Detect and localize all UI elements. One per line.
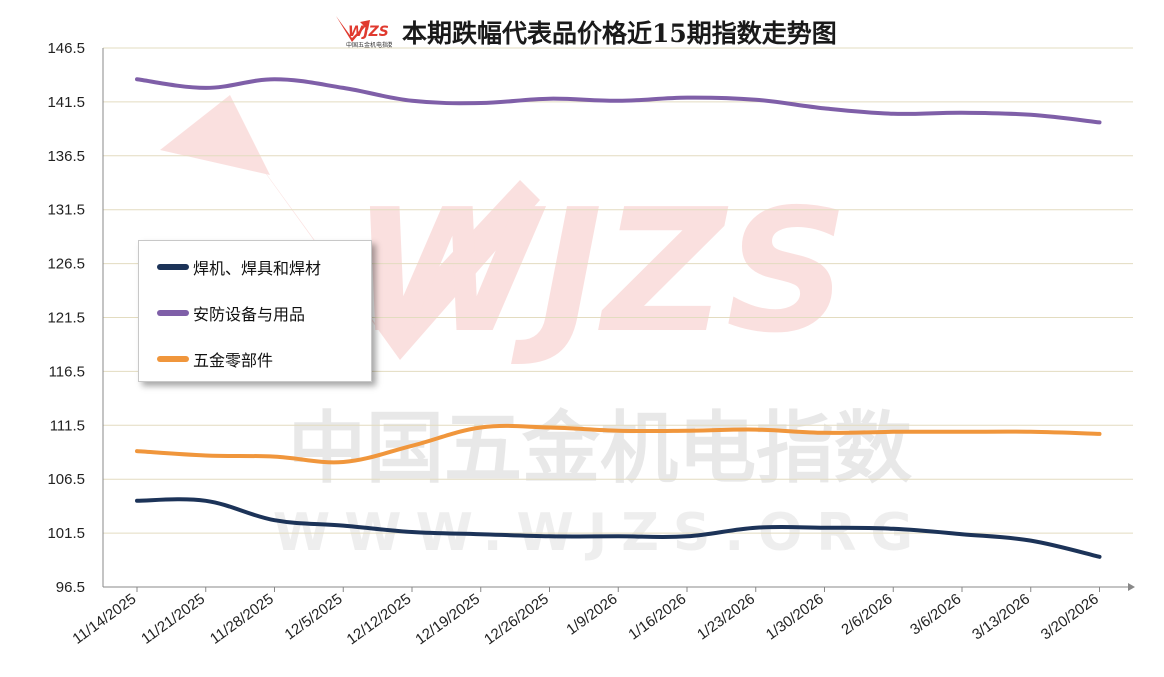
x-tick-label: 12/19/2025 (412, 590, 483, 648)
series-line-hardware-parts (135, 423, 1102, 465)
x-tick-label: 1/16/2026 (625, 590, 689, 643)
x-tick-label: 12/5/2025 (282, 590, 346, 643)
legend-label-series3: 五金零部件 (193, 351, 274, 370)
y-tick-labels: 96.5 101.5 106.5 111.5 116.5 121.5 126.5 131.5 1… (47, 40, 85, 596)
legend-item-series2: 安防设备与用品 (157, 301, 305, 325)
y-tick-label: 106.5 (47, 471, 85, 488)
logo-text: WJZS (348, 24, 389, 40)
y-tick-label: 136.5 (47, 148, 85, 165)
x-tick-label: 3/13/2026 (969, 590, 1033, 643)
y-tick-label: 111.5 (50, 417, 85, 434)
legend-swatch-series2 (157, 310, 189, 316)
watermark-line1: 中国五金机电指数 (288, 404, 912, 494)
legend-item-series3: 五金零部件 (157, 347, 273, 371)
x-tick-label: 1/9/2026 (563, 590, 620, 638)
wjzs-logo: WJZS 中国五金机电指数 (336, 16, 392, 49)
x-tick-label: 12/12/2025 (344, 590, 415, 648)
x-tick-label: 11/14/2025 (70, 590, 140, 647)
x-tick-label: 1/23/2026 (694, 590, 758, 643)
y-tick-label: 96.5 (56, 579, 85, 596)
y-tick-label: 131.5 (47, 202, 85, 219)
logo-subtext: 中国五金机电指数 (346, 41, 392, 49)
y-tick-label: 146.5 (47, 40, 85, 57)
x-tick-label: 3/20/2026 (1038, 590, 1102, 643)
x-tick-label: 12/26/2025 (481, 590, 552, 648)
y-tick-label: 121.5 (47, 310, 85, 327)
series-line-security (135, 77, 1102, 125)
series-line-welding (135, 497, 1102, 559)
chart-legend: 焊机、焊具和焊材 安防设备与用品 五金零部件 (138, 240, 372, 382)
legend-item-series1: 焊机、焊具和焊材 (157, 255, 321, 279)
x-tick-label: 2/6/2026 (838, 590, 895, 638)
x-tick-label: 1/30/2026 (763, 590, 827, 643)
series-lines (135, 77, 1102, 559)
legend-label-series2: 安防设备与用品 (193, 305, 306, 324)
chart-header: WJZS 中国五金机电指数 本期跌幅代表品价格近15期指数走势图 (330, 12, 837, 52)
axes (102, 48, 1135, 591)
x-tick-label: 11/28/2025 (207, 590, 277, 647)
chart-title: 本期跌幅代表品价格近15期指数走势图 (402, 19, 837, 48)
legend-swatch-series3 (157, 356, 189, 362)
legend-swatch-series1 (157, 264, 189, 270)
legend-label-series1: 焊机、焊具和焊材 (193, 259, 322, 278)
y-tick-label: 116.5 (49, 363, 85, 380)
x-axis-arrow (1128, 583, 1135, 591)
y-tick-label: 126.5 (47, 256, 85, 273)
x-tick-label: 11/21/2025 (138, 590, 208, 647)
y-tick-label: 101.5 (47, 525, 85, 542)
watermark-logo: WJZS (352, 173, 848, 371)
x-tick-label: 3/6/2026 (907, 590, 964, 638)
y-tick-label: 141.5 (47, 94, 85, 111)
